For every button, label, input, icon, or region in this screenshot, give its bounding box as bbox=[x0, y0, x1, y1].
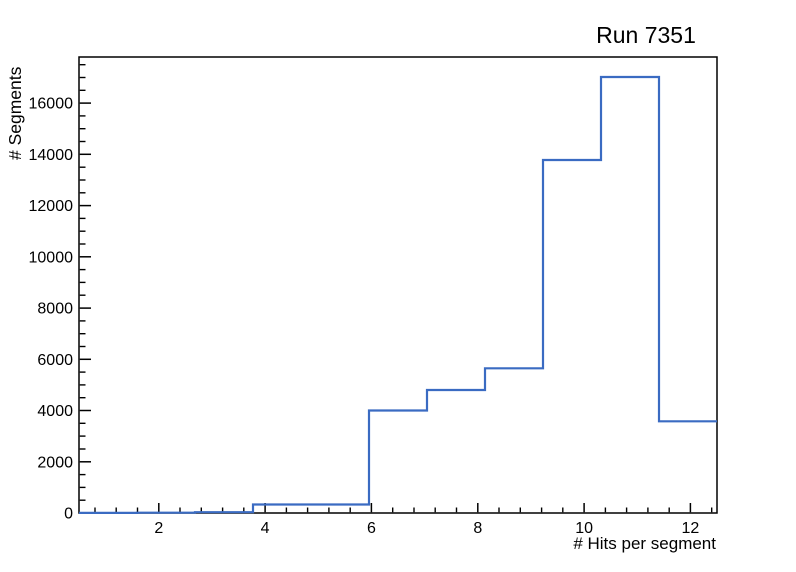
y-axis-tick-label: 2000 bbox=[37, 454, 73, 471]
x-axis-tick-label: 8 bbox=[473, 520, 482, 537]
y-axis-tick-label: 16000 bbox=[29, 96, 74, 113]
histogram-step-line bbox=[79, 75, 717, 514]
y-axis-title: # Segments bbox=[5, 66, 25, 160]
x-axis-tick-label: 10 bbox=[575, 520, 593, 537]
y-axis-tick-label: 6000 bbox=[37, 352, 73, 369]
x-axis-tick-label: 4 bbox=[261, 520, 270, 537]
y-axis-tick-label: 8000 bbox=[37, 301, 73, 318]
plot-title: Run 7351 bbox=[596, 22, 696, 48]
x-axis-title: # Hits per segment bbox=[573, 534, 716, 553]
y-axis-tick-label: 14000 bbox=[29, 147, 74, 164]
plot-frame bbox=[78, 56, 718, 514]
y-axis-tick-label: 10000 bbox=[29, 249, 74, 266]
y-axis-tick-label: 4000 bbox=[37, 403, 73, 420]
x-axis-tick-label: 2 bbox=[154, 520, 163, 537]
x-axis-tick-label: 6 bbox=[367, 520, 376, 537]
y-axis-tick-label: 0 bbox=[64, 506, 73, 523]
y-axis-tick-label: 12000 bbox=[29, 198, 74, 215]
x-axis-tick-label: 12 bbox=[682, 520, 700, 537]
